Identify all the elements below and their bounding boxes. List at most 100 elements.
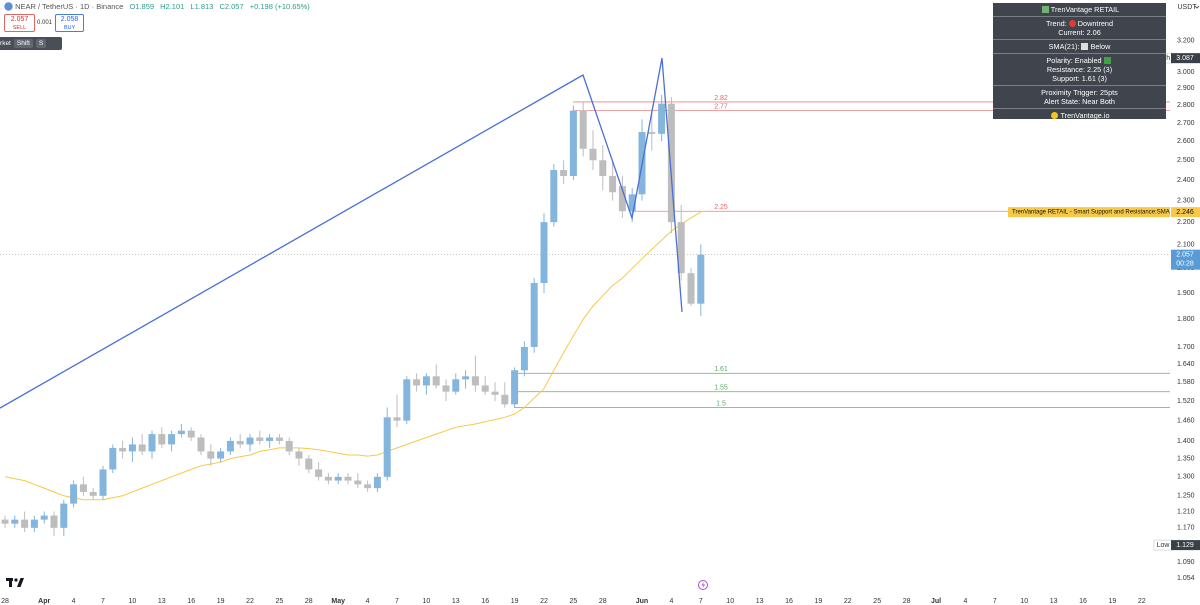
candle-body: [520, 346, 528, 371]
candle-body: [599, 160, 607, 176]
sma-name-bg: [1008, 207, 1170, 218]
y-tick-label: 1.170: [1177, 525, 1195, 532]
sma-name: TrenVantage RETAIL - Smart Support and R…: [1012, 210, 1170, 216]
y-tick-label: 1.700: [1177, 344, 1195, 351]
trend-value: Downtrend: [1077, 19, 1114, 28]
candle-body: [128, 444, 136, 452]
candle-body: [344, 476, 352, 481]
candle-body: [618, 186, 626, 212]
tv-logo: [6, 578, 24, 587]
proximity: Proximity Trigger: 25pts: [1041, 88, 1118, 97]
y-tick-label: 1.250: [1177, 493, 1195, 500]
x-tick-label: 22: [540, 598, 548, 605]
x-tick-label: Jul: [931, 598, 941, 605]
x-tick-label: 16: [481, 598, 489, 605]
sma-state: Below: [1090, 42, 1111, 51]
logo-part: [14, 578, 18, 582]
panel-levels-row: Polarity: Enabled Resistance: 2.25 (3) S…: [993, 54, 1166, 86]
y-tick-label: 2.700: [1177, 120, 1195, 127]
polarity: Polarity: Enabled: [1046, 56, 1102, 65]
trend-dot: [1068, 20, 1076, 27]
panel-title-row: TrenVantage RETAIL: [993, 3, 1166, 17]
x-tick-label: 22: [1138, 598, 1146, 605]
candle-body: [275, 437, 283, 441]
symbol-icon-circle: [4, 2, 13, 11]
candle-body: [50, 515, 58, 528]
sma-line: [4, 211, 702, 501]
candle-body: [373, 476, 381, 489]
ohlc-close: C2.057: [219, 2, 244, 11]
sell-button[interactable]: 2.057 SELL: [4, 14, 35, 32]
x-tick-label: 4: [963, 598, 967, 605]
x-tick-label: 4: [366, 598, 370, 605]
candle-body: [589, 148, 597, 161]
sma-icon: [1081, 43, 1089, 50]
logo-part: [9, 578, 12, 587]
y-tick-label: 1.350: [1177, 455, 1195, 462]
last-price-extra: 00:28: [1176, 261, 1194, 268]
buy-label[interactable]: BUY: [63, 25, 76, 31]
candle-body: [354, 480, 362, 485]
level-label: 2.25: [714, 204, 728, 211]
chart-icon: [1041, 6, 1049, 13]
candle-body: [432, 376, 440, 386]
y-tick-label: 1.054: [1177, 575, 1195, 582]
info-panel: TrenVantage RETAIL Trend: Downtrend Curre…: [993, 3, 1166, 120]
candle-body: [462, 376, 470, 380]
level-label: 2.82: [714, 95, 728, 102]
y-tick-label: 1.520: [1177, 398, 1195, 405]
panel-footer: TrenVantage.io: [1060, 111, 1110, 120]
y-tick-label: 2.300: [1177, 197, 1195, 204]
buy-button[interactable]: 2.058 BUY: [55, 14, 84, 32]
candle-body: [530, 283, 538, 347]
candle-body: [217, 451, 225, 459]
candle-body: [491, 391, 499, 395]
candle-body: [70, 484, 78, 504]
event-icon[interactable]: [698, 580, 708, 590]
candle-body: [501, 394, 509, 405]
panel-sma-row: SMA(21): Below: [993, 40, 1166, 54]
x-tick-label: 4: [72, 598, 76, 605]
event-bolt[interactable]: [701, 581, 706, 589]
y-tick-label: 2.200: [1177, 219, 1195, 226]
ohlc-open: O1.859: [129, 2, 155, 11]
candle-body: [481, 385, 489, 392]
y-tick-label: 1.210: [1177, 508, 1195, 515]
high-value: 3.087: [1176, 55, 1194, 62]
candle-body: [119, 447, 127, 452]
check-icon: [1103, 57, 1111, 64]
shortcut-key: S: [35, 39, 47, 48]
x-tick-label: 16: [187, 598, 195, 605]
sma-value: 2.246: [1176, 209, 1194, 216]
candle-body: [511, 370, 519, 405]
sma-label: SMA(21):: [1048, 42, 1080, 51]
candle-body: [226, 440, 234, 452]
candle-body: [393, 417, 401, 421]
candle-body: [442, 385, 450, 392]
x-tick-label: 10: [423, 598, 431, 605]
candle-body: [648, 132, 656, 134]
x-tick-label: 10: [129, 598, 137, 605]
symbol-icon: [4, 2, 13, 11]
level-label: 1.61: [714, 366, 728, 373]
symbol-header: NEAR / TetherUS · 1D · Binance O1.859 H2…: [4, 2, 310, 11]
alert-state: Alert State: Near Both: [1044, 97, 1115, 106]
sell-label[interactable]: SELL: [12, 25, 27, 31]
candle-body: [452, 379, 460, 392]
last-price-bg: [1171, 249, 1200, 270]
candle-body: [207, 451, 215, 459]
x-tick-label: May: [331, 598, 345, 605]
sell-price[interactable]: 2.057: [10, 16, 29, 23]
trend-label: Trend:: [1045, 19, 1067, 28]
panel-trend-row: Trend: Downtrend Current: 2.06: [993, 17, 1166, 40]
x-tick-label: 7: [993, 598, 997, 605]
candle-body: [295, 451, 303, 459]
ohlc-change: +0.198 (+10.65%): [249, 2, 310, 11]
buy-price[interactable]: 2.058: [60, 16, 79, 23]
x-tick-label: 10: [1020, 598, 1028, 605]
candle-body: [236, 440, 244, 445]
x-tick-label: 28: [305, 598, 313, 605]
symbol[interactable]: NEAR / TetherUS · 1D · Binance: [15, 2, 124, 11]
candle-body: [471, 376, 479, 386]
